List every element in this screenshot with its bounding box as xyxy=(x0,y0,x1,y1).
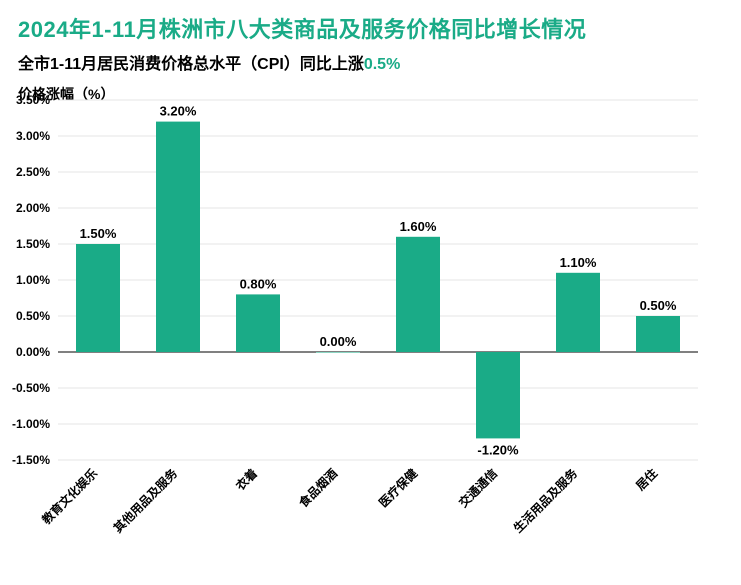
x-tick-label: 教育文化娱乐 xyxy=(38,466,100,528)
y-tick-label: 0.50% xyxy=(16,309,50,323)
bar-chart-svg: -1.50%-1.00%-0.50%0.00%0.50%1.00%1.50%2.… xyxy=(58,100,718,580)
bar xyxy=(396,237,440,352)
bar-value-label: 1.50% xyxy=(80,226,117,241)
y-tick-label: 1.00% xyxy=(16,273,50,287)
chart-title: 2024年1-11月株洲市八大类商品及服务价格同比增长情况 xyxy=(18,12,723,44)
y-tick-label: 1.50% xyxy=(16,237,50,251)
x-tick-label: 居住 xyxy=(633,466,661,494)
bar-value-label: 1.10% xyxy=(560,255,597,270)
x-tick-label: 医疗保健 xyxy=(376,465,421,510)
bar xyxy=(556,273,600,352)
bar-value-label: 0.80% xyxy=(240,276,277,291)
y-tick-label: 3.00% xyxy=(16,129,50,143)
chart-subtitle: 全市1-11月居民消费价格总水平（CPI）同比上涨0.5% xyxy=(18,50,723,74)
chart-plot-area: -1.50%-1.00%-0.50%0.00%0.50%1.00%1.50%2.… xyxy=(58,100,718,500)
y-tick-label: -1.00% xyxy=(12,417,50,431)
bar xyxy=(236,294,280,352)
x-tick-label: 生活用品及服务 xyxy=(510,465,581,536)
bar xyxy=(316,352,360,353)
x-tick-label: 食品烟酒 xyxy=(295,466,340,511)
x-tick-label: 衣着 xyxy=(233,466,261,494)
bar-value-label: 1.60% xyxy=(400,219,437,234)
y-tick-label: 3.50% xyxy=(16,93,50,107)
bar xyxy=(636,316,680,352)
subtitle-prefix: 全市1-11月居民消费价格总水平（CPI）同比上涨 xyxy=(18,56,364,73)
y-tick-label: 2.00% xyxy=(16,201,50,215)
x-tick-label: 交通通信 xyxy=(456,466,501,511)
bar-value-label: -1.20% xyxy=(477,442,519,457)
y-tick-label: 0.00% xyxy=(16,345,50,359)
chart-container: 2024年1-11月株洲市八大类商品及服务价格同比增长情况 全市1-11月居民消… xyxy=(0,0,741,573)
bar xyxy=(76,244,120,352)
x-tick-label: 其他用品及服务 xyxy=(110,465,181,536)
bar-value-label: 0.50% xyxy=(640,298,677,313)
bar xyxy=(476,352,520,438)
y-tick-label: -0.50% xyxy=(12,381,50,395)
bar xyxy=(156,122,200,352)
bar-value-label: 3.20% xyxy=(160,104,197,119)
y-tick-label: 2.50% xyxy=(16,165,50,179)
subtitle-value: 0.5% xyxy=(364,56,400,73)
y-tick-label: -1.50% xyxy=(12,453,50,467)
bar-value-label: 0.00% xyxy=(320,334,357,349)
